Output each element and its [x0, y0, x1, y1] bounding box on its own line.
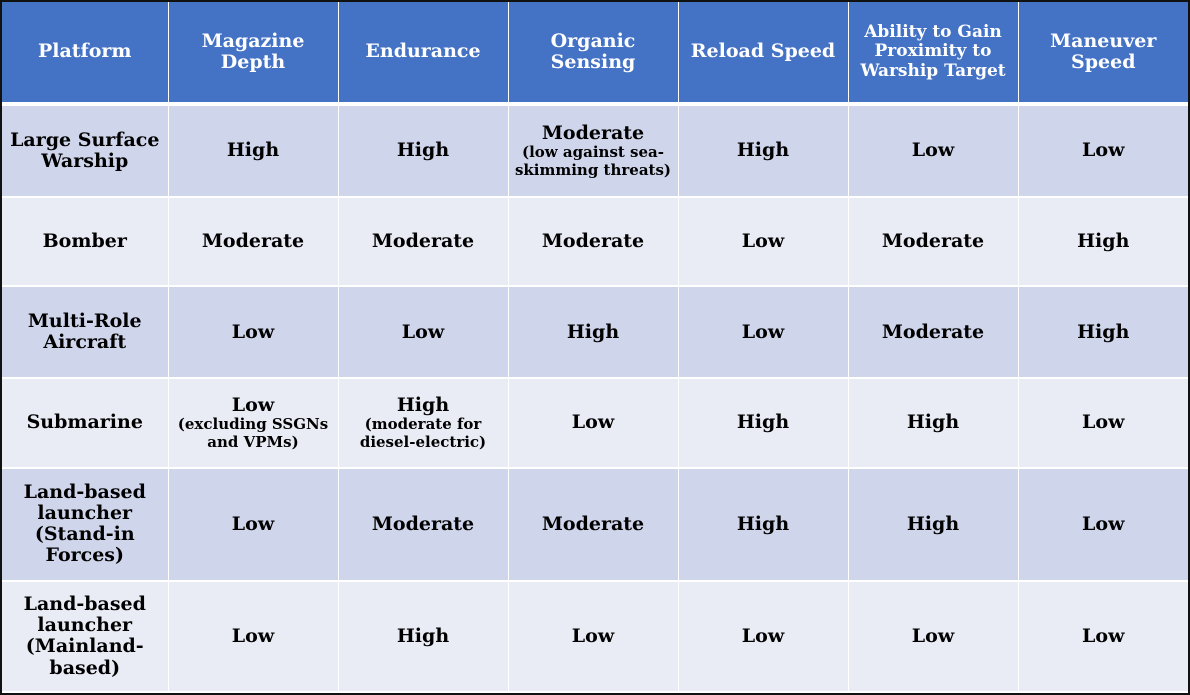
header-reload-speed: Reload Speed: [678, 2, 849, 106]
organic-sensing-cell: Low: [508, 378, 679, 469]
platform-cell: Large Surface Warship: [2, 104, 169, 199]
reload-speed-cell: Low: [678, 580, 849, 694]
endurance-cell: High: [338, 104, 509, 199]
magazine-depth-value: Low: [231, 394, 275, 417]
platform-name: Large Surface Warship: [10, 128, 160, 173]
table-row: Bomber Moderate Moderate Moderate Low Mo…: [2, 197, 1188, 288]
organic-sensing-cell: Moderate (low against sea-skimming threa…: [508, 104, 679, 199]
table-row: Land-based launcher (Stand-in Forces) Lo…: [2, 467, 1188, 582]
endurance-note: (moderate for diesel-electric): [359, 415, 487, 451]
proximity-cell: Low: [848, 104, 1019, 199]
proximity-cell: Moderate: [848, 197, 1019, 288]
endurance-cell: Moderate: [338, 467, 509, 582]
endurance-value: High: [396, 394, 450, 417]
maneuver-speed-cell: Low: [1018, 104, 1188, 199]
platform-name: Multi-Role Aircraft: [27, 310, 142, 354]
reload-speed-cell: High: [678, 467, 849, 582]
table-row: Large Surface Warship High High Moderate…: [2, 104, 1188, 199]
platform-name: Submarine: [26, 411, 143, 434]
platform-note: (Stand-in Forces): [34, 523, 135, 567]
table-row: Multi-Role Aircraft Low Low High Low Mod…: [2, 286, 1188, 380]
organic-sensing-cell: Moderate: [508, 197, 679, 288]
organic-sensing-cell: Low: [508, 580, 679, 694]
reload-speed-cell: High: [678, 104, 849, 199]
platform-cell: Submarine: [2, 378, 169, 469]
platform-name: Bomber: [42, 230, 127, 253]
table-row: Land-based launcher (Mainland-based) Low…: [2, 580, 1188, 694]
proximity-cell: High: [848, 378, 1019, 469]
endurance-cell: High (moderate for diesel-electric): [338, 378, 509, 469]
platform-cell: Bomber: [2, 197, 169, 288]
maneuver-speed-cell: Low: [1018, 467, 1188, 582]
endurance-cell: Moderate: [338, 197, 509, 288]
header-organic-sensing: Organic Sensing: [508, 2, 679, 106]
reload-speed-cell: Low: [678, 286, 849, 380]
proximity-cell: High: [848, 467, 1019, 582]
maneuver-speed-cell: High: [1018, 286, 1188, 380]
reload-speed-cell: High: [678, 378, 849, 469]
organic-sensing-value: Moderate: [541, 122, 645, 145]
maneuver-speed-cell: Low: [1018, 580, 1188, 694]
organic-sensing-note: (low against sea-skimming threats): [514, 143, 672, 179]
endurance-cell: Low: [338, 286, 509, 380]
reload-speed-cell: Low: [678, 197, 849, 288]
magazine-depth-cell: High: [168, 104, 339, 199]
header-endurance: Endurance: [338, 2, 509, 106]
header-platform: Platform: [2, 2, 169, 106]
platform-cell: Land-based launcher (Stand-in Forces): [2, 467, 169, 582]
organic-sensing-cell: Moderate: [508, 467, 679, 582]
header-maneuver-speed: Maneuver Speed: [1018, 2, 1188, 106]
platform-cell: Land-based launcher (Mainland-based): [2, 580, 169, 694]
maneuver-speed-cell: Low: [1018, 378, 1188, 469]
header-proximity: Ability to Gain Proximity to Warship Tar…: [848, 2, 1019, 106]
platform-cell: Multi-Role Aircraft: [2, 286, 169, 380]
magazine-depth-cell: Low: [168, 286, 339, 380]
platform-note: (Mainland-based): [25, 635, 144, 679]
magazine-depth-cell: Low: [168, 580, 339, 694]
header-magazine-depth: Magazine Depth: [168, 2, 339, 106]
table-row: Submarine Low (excluding SSGNs and VPMs)…: [2, 378, 1188, 469]
magazine-depth-cell: Low (excluding SSGNs and VPMs): [168, 378, 339, 469]
magazine-depth-note: (excluding SSGNs and VPMs): [177, 415, 329, 451]
platform-name: Land-based launcher: [23, 480, 146, 524]
magazine-depth-cell: Moderate: [168, 197, 339, 288]
endurance-cell: High: [338, 580, 509, 694]
maneuver-speed-cell: High: [1018, 197, 1188, 288]
proximity-cell: Low: [848, 580, 1019, 694]
platform-name: Land-based launcher: [23, 592, 146, 637]
proximity-cell: Moderate: [848, 286, 1019, 380]
organic-sensing-cell: High: [508, 286, 679, 380]
header-row: Platform Magazine Depth Endurance Organi…: [2, 2, 1188, 106]
magazine-depth-cell: Low: [168, 467, 339, 582]
